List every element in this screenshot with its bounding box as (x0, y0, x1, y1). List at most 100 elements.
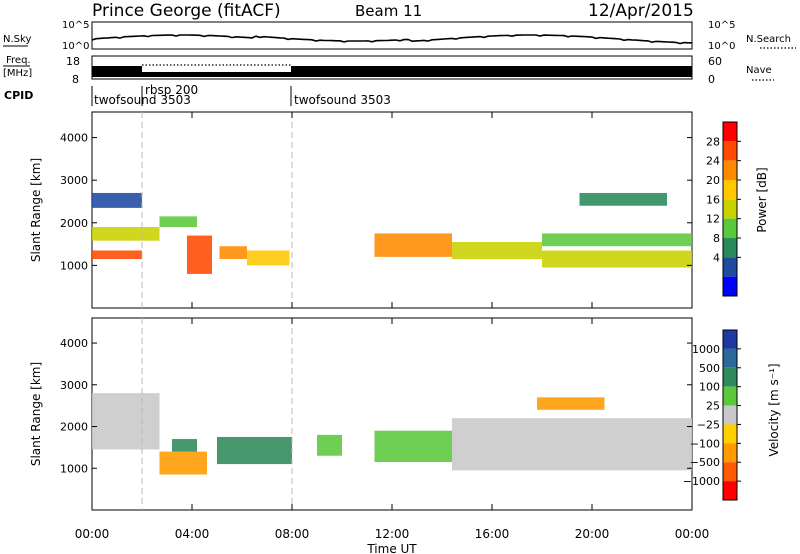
power-cbar-swatch-7 (723, 257, 737, 277)
freq-label-top: Freq. (6, 55, 31, 66)
cpid-segment-1: twofsound 3503 (94, 93, 191, 107)
time-tick-label-1: 04:00 (175, 527, 210, 541)
velocity-cbar-label-3: 25 (706, 400, 720, 413)
power-ylabel: Slant Range [km] (29, 158, 43, 262)
velocity-y-axis: 1000 2000 3000 4000 (60, 337, 692, 475)
velocity-cbar-label-4: −25 (697, 418, 720, 431)
power-ytick-label-1: 2000 (60, 217, 88, 230)
power-cbar-swatch-8 (723, 276, 737, 296)
time-tick-label-2: 08:00 (275, 527, 310, 541)
time-axis-label: Time UT (366, 542, 417, 554)
noise-right-label: N.Search (746, 34, 791, 45)
cpid-segment-2: rbsp 200 (145, 83, 198, 97)
velocity-band-4 (317, 434, 342, 456)
power-band-6 (247, 250, 290, 266)
power-band-11 (579, 192, 667, 206)
velocity-band-5 (374, 430, 452, 462)
power-cbar-swatch-0 (723, 122, 737, 142)
noise-left-label: N.Sky (3, 34, 31, 45)
power-band-5 (219, 246, 247, 259)
power-colorbar: 28 24 20 16 12 8 4 (706, 121, 741, 297)
power-ytick-label-2: 3000 (60, 174, 88, 187)
noise-panel: N.Sky 10^5 10^0 10^5 10^0 N.Search (3, 20, 796, 52)
velocity-cbar-frame (722, 329, 738, 501)
noise-tick-bottom-right: 10^0 (708, 41, 735, 52)
velocity-colorbar: 1000 500 100 25 −25 −100 −500 −1000 (683, 329, 741, 501)
velocity-cbar-swatch-4 (723, 405, 737, 425)
velocity-ylabel: Slant Range [km] (29, 362, 43, 466)
velocity-colorbar-label: Velocity [m s⁻¹] (767, 363, 781, 456)
power-band-0 (92, 227, 160, 241)
power-band-9 (542, 250, 692, 268)
velocity-ytick-label-0: 1000 (60, 462, 88, 475)
time-tick-label-0: 00:00 (75, 527, 110, 541)
velocity-panel: 1000 2000 3000 4000 Slant Range [km] (29, 317, 693, 511)
power-cbar-label-3: 16 (706, 193, 720, 206)
power-band-10 (542, 233, 692, 247)
power-colorbar-label: Power [dB] (755, 167, 769, 232)
power-y-axis: 1000 2000 3000 4000 (60, 132, 692, 272)
velocity-heatmap (92, 318, 692, 510)
noise-tick-bottom-left: 10^0 (62, 41, 89, 52)
power-band-8 (452, 241, 542, 259)
noise-tick-top-right: 10^5 (708, 20, 735, 31)
power-cbar-label-2: 20 (706, 174, 720, 187)
velocity-cbar-swatch-8 (723, 481, 737, 500)
velocity-ytick-label-2: 3000 (60, 379, 88, 392)
velocity-cbar-label-2: 100 (699, 381, 720, 394)
velocity-cbar-label-6: −500 (690, 456, 720, 469)
power-ytick-label-3: 4000 (60, 132, 88, 145)
freq-tick-18: 18 (66, 55, 80, 68)
time-tick-label-3: 12:00 (375, 527, 410, 541)
freq-block-3 (291, 66, 692, 77)
velocity-cbar-swatch-5 (723, 424, 737, 444)
power-band-7 (374, 233, 452, 257)
velocity-cbar-label-0: 1000 (692, 343, 720, 356)
power-cbar-label-0: 28 (706, 135, 720, 148)
station-title: Prince George (fitACF) (92, 1, 281, 21)
velocity-cbar-swatch-3 (723, 386, 737, 406)
nave-tick-60: 60 (708, 55, 722, 68)
velocity-cbar-swatch-6 (723, 443, 737, 463)
cpid-label: CPID (4, 89, 33, 102)
power-cbar-swatch-6 (723, 238, 737, 258)
velocity-cbar-swatch-0 (723, 330, 737, 349)
velocity-ytick-label-3: 4000 (60, 337, 88, 350)
velocity-frame (91, 317, 693, 511)
power-heatmap (92, 112, 692, 308)
power-panel: 1000 2000 3000 4000 Slant Range [km] (29, 111, 693, 309)
power-cbar-swatch-1 (723, 141, 737, 161)
power-cbar-frame (722, 121, 738, 297)
power-cbar-label-5: 8 (713, 232, 720, 245)
power-band-4 (187, 235, 212, 274)
time-tick-label-6: 00:00 (675, 527, 710, 541)
freq-panel: Freq. [MHz] 18 8 60 0 Nave (3, 55, 774, 86)
velocity-cbar-label-7: −1000 (683, 475, 720, 488)
cpid-segment-3: twofsound 3503 (294, 93, 391, 107)
freq-label-bottom: [MHz] (3, 68, 32, 79)
power-cbar-swatch-2 (723, 160, 737, 180)
power-cbar-swatch-4 (723, 199, 737, 219)
power-frame (91, 111, 693, 309)
power-cbar-label-4: 12 (706, 213, 720, 226)
power-band-3 (159, 216, 197, 228)
power-band-1 (92, 250, 142, 259)
velocity-band-1 (159, 451, 207, 475)
velocity-cbar-swatch-2 (723, 367, 737, 387)
power-cbar-swatch-5 (723, 218, 737, 238)
time-axis: 00:00 04:00 08:00 12:00 16:00 20:00 00:00 (75, 112, 710, 541)
power-band-2 (92, 192, 142, 208)
freq-tick-8: 8 (72, 73, 79, 86)
freq-block-2 (142, 72, 291, 77)
nave-label: Nave (746, 65, 772, 76)
velocity-cbar-label-5: −100 (690, 437, 720, 450)
velocity-band-3 (217, 436, 292, 465)
beam-title: Beam 11 (355, 2, 422, 20)
power-ytick-label-0: 1000 (60, 259, 88, 272)
date-title: 12/Apr/2015 (588, 1, 694, 21)
nave-tick-0: 0 (708, 73, 715, 86)
time-tick-label-5: 20:00 (575, 527, 610, 541)
power-cbar-label-6: 4 (713, 251, 720, 264)
velocity-band-0 (92, 393, 160, 450)
